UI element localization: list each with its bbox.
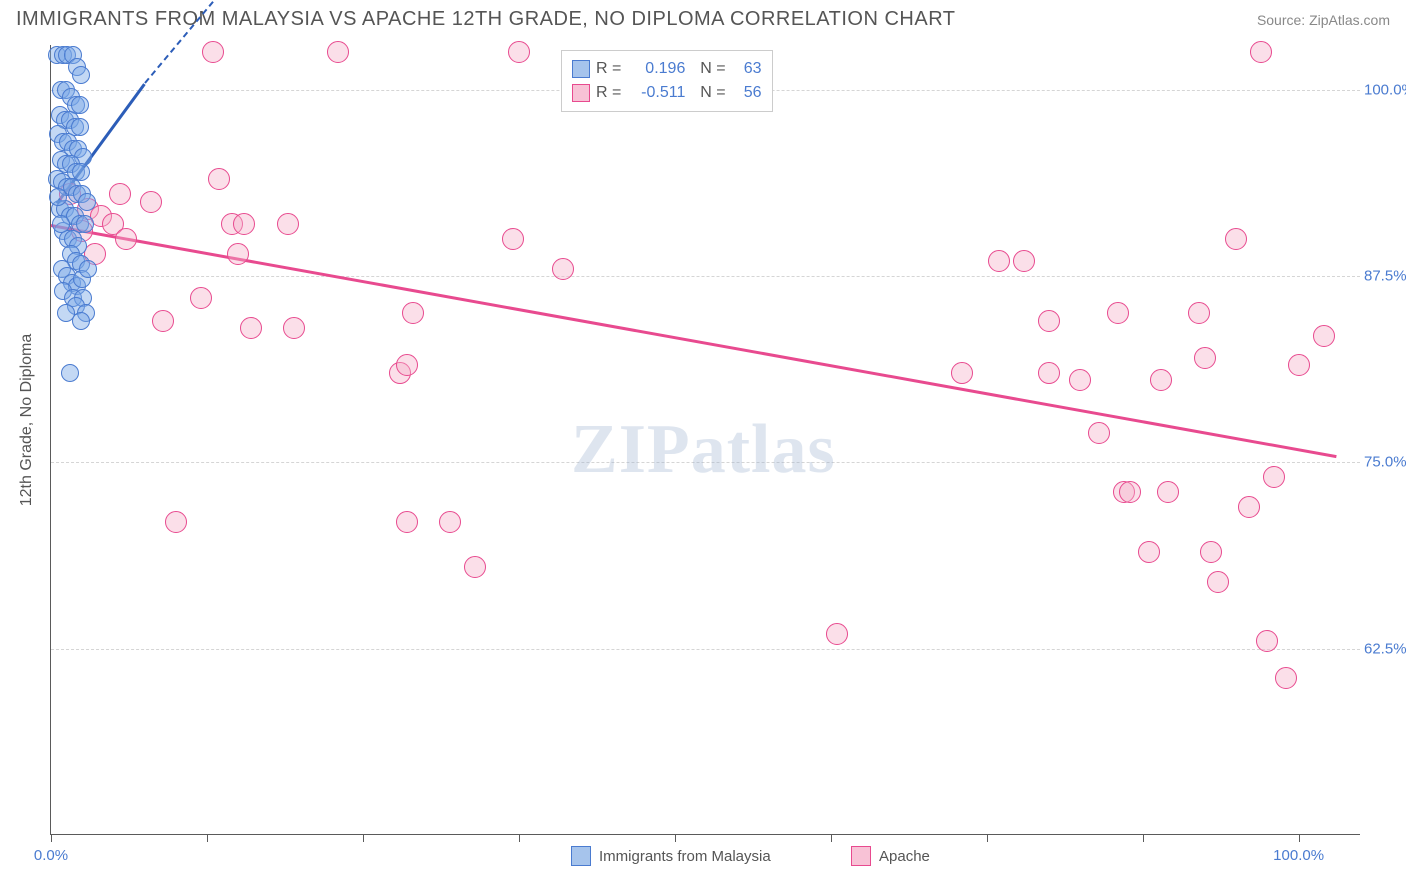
y-axis-label: 12th Grade, No Diploma (18, 334, 36, 507)
y-tick-label: 100.0% (1364, 81, 1406, 98)
data-point (1138, 541, 1160, 563)
data-point (78, 193, 96, 211)
data-point (1250, 41, 1272, 63)
data-point (1157, 481, 1179, 503)
data-point (1263, 466, 1285, 488)
data-point (1207, 571, 1229, 593)
data-point (1013, 250, 1035, 272)
legend-swatch (572, 60, 590, 78)
x-tick-label: 100.0% (1273, 847, 1324, 864)
legend-item: Immigrants from Malaysia (571, 846, 771, 866)
x-tick (1143, 834, 1144, 842)
stats-row: R = -0.511 N = 56 (572, 81, 762, 105)
x-tick-label: 0.0% (34, 847, 68, 864)
data-point (1038, 310, 1060, 332)
data-point (1238, 496, 1260, 518)
data-point (240, 317, 262, 339)
data-point (165, 511, 187, 533)
x-tick (675, 834, 676, 842)
gridline (51, 649, 1360, 650)
data-point (61, 364, 79, 382)
data-point (72, 312, 90, 330)
header-bar: IMMIGRANTS FROM MALAYSIA VS APACHE 12TH … (16, 8, 1390, 31)
data-point (988, 250, 1010, 272)
data-point (552, 258, 574, 280)
y-tick-label: 62.5% (1364, 640, 1406, 657)
legend-label: Immigrants from Malaysia (599, 848, 771, 865)
data-point (233, 213, 255, 235)
data-point (1275, 667, 1297, 689)
legend-item: Apache (851, 846, 930, 866)
x-tick (51, 834, 52, 842)
stats-r-label: R = (596, 60, 621, 78)
x-tick (831, 834, 832, 842)
data-point (1313, 325, 1335, 347)
stats-r-value: -0.511 (627, 84, 685, 102)
stats-n-label: N = (691, 60, 725, 78)
y-tick-label: 75.0% (1364, 454, 1406, 471)
stats-r-value: 0.196 (627, 60, 685, 78)
data-point (1069, 369, 1091, 391)
data-point (277, 213, 299, 235)
stats-box: R = 0.196 N = 63 R = -0.511 N = 56 (561, 50, 773, 112)
data-point (283, 317, 305, 339)
data-point (1150, 369, 1172, 391)
data-point (140, 191, 162, 213)
legend-label: Apache (879, 848, 930, 865)
legend-swatch (571, 846, 591, 866)
x-tick (987, 834, 988, 842)
legend-swatch (851, 846, 871, 866)
data-point (396, 511, 418, 533)
data-point (1200, 541, 1222, 563)
data-point (464, 556, 486, 578)
y-tick-label: 87.5% (1364, 268, 1406, 285)
x-tick (207, 834, 208, 842)
legend-swatch (572, 84, 590, 102)
x-tick (363, 834, 364, 842)
data-point (1225, 228, 1247, 250)
data-point (327, 41, 349, 63)
data-point (49, 188, 67, 206)
chart-title: IMMIGRANTS FROM MALAYSIA VS APACHE 12TH … (16, 8, 956, 31)
data-point (1088, 422, 1110, 444)
data-point (79, 260, 97, 278)
data-point (1194, 347, 1216, 369)
stats-n-label: N = (691, 84, 725, 102)
stats-r-label: R = (596, 84, 621, 102)
data-point (439, 511, 461, 533)
data-point (52, 215, 70, 233)
plot-area: 62.5%75.0%87.5%100.0%0.0%100.0%ZIPatlasR… (50, 45, 1360, 835)
x-tick (519, 834, 520, 842)
data-point (402, 302, 424, 324)
data-point (1038, 362, 1060, 384)
data-point (1107, 302, 1129, 324)
data-point (71, 118, 89, 136)
data-point (202, 41, 224, 63)
x-tick (1299, 834, 1300, 842)
data-point (72, 66, 90, 84)
stats-row: R = 0.196 N = 63 (572, 57, 762, 81)
data-point (951, 362, 973, 384)
source-label: Source: ZipAtlas.com (1257, 12, 1390, 28)
data-point (152, 310, 174, 332)
data-point (109, 183, 131, 205)
data-point (1256, 630, 1278, 652)
data-point (208, 168, 230, 190)
data-point (1288, 354, 1310, 376)
data-point (76, 215, 94, 233)
watermark: ZIPatlas (571, 410, 836, 490)
gridline (51, 276, 1360, 277)
stats-n-value: 63 (732, 60, 762, 78)
data-point (1188, 302, 1210, 324)
data-point (502, 228, 524, 250)
data-point (1119, 481, 1141, 503)
stats-n-value: 56 (732, 84, 762, 102)
data-point (227, 243, 249, 265)
data-point (190, 287, 212, 309)
data-point (826, 623, 848, 645)
data-point (115, 228, 137, 250)
data-point (508, 41, 530, 63)
data-point (396, 354, 418, 376)
